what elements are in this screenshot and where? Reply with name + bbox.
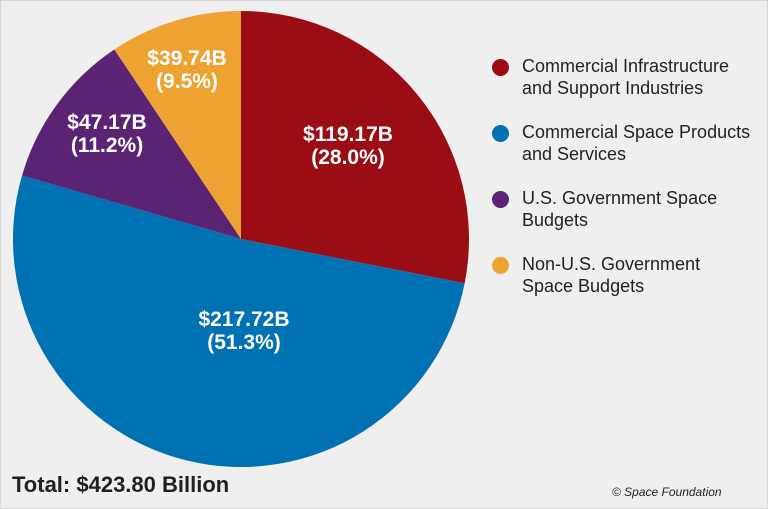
slice-percent-label-commercial-infrastructure: (28.0%) (311, 146, 385, 169)
legend-item-commercial-infrastructure: Commercial Infrastructure and Support In… (490, 55, 758, 121)
legend-item-commercial-products: Commercial Space Products and Services (490, 121, 758, 187)
pie-slice-us-government (22, 49, 241, 239)
pie-slice-commercial-infrastructure (241, 11, 470, 284)
legend-label-line-1: U.S. Government Space (522, 188, 718, 208)
legend-swatch-commercial-products (492, 125, 509, 142)
slice-value-label-commercial-infrastructure: $119.17B (303, 123, 393, 146)
pie-labels: $119.17B(28.0%) $217.72B(51.3%) $47.17B(11… (67, 47, 393, 354)
legend-label-line-1: Non-U.S. Government (522, 254, 701, 274)
legend-label-line-2: and Services (522, 144, 627, 164)
legend-label-line-2: Space Budgets (522, 276, 645, 296)
pie-slices (13, 11, 470, 467)
legend-label-line-2: Budgets (522, 210, 589, 230)
legend-swatch-us-government (492, 191, 509, 208)
legend-item-us-government: U.S. Government Space Budgets (490, 187, 758, 253)
legend-swatch-non-us-government (492, 257, 509, 274)
legend-item-non-us-government: Non-U.S. Government Space Budgets (490, 253, 758, 319)
legend-swatch-commercial-infrastructure (492, 59, 509, 76)
slice-percent-label-non-us-government: (9.5%) (156, 70, 218, 93)
legend-label-line-1: Commercial Infrastructure (522, 56, 730, 76)
slice-value-label-commercial-products: $217.72B (198, 308, 289, 331)
slice-value-label-us-government: $47.17B (67, 111, 146, 134)
pie-slice-commercial-products (13, 175, 465, 467)
legend-label-line-1: Commercial Space Products (522, 122, 751, 142)
legend-label-line-2: and Support Industries (522, 78, 704, 98)
pie-slice-non-us-government (114, 11, 241, 239)
source-credit: © Space Foundation (612, 485, 722, 499)
slice-percent-label-commercial-products: (51.3%) (207, 331, 281, 354)
slice-percent-label-us-government: (11.2%) (71, 134, 143, 157)
slice-value-label-non-us-government: $39.74B (147, 47, 226, 70)
legend: Commercial Infrastructure and Support In… (490, 55, 758, 319)
total-label: Total: $423.80 Billion (12, 472, 230, 497)
